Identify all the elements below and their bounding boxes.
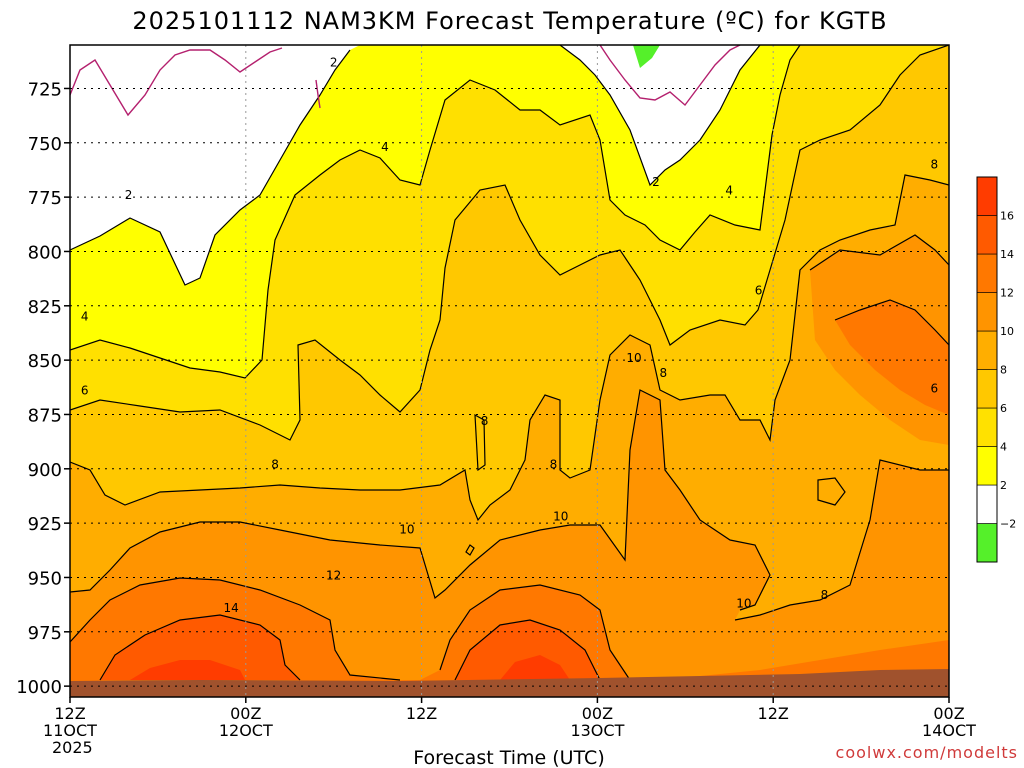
contour-labels: 2 4 2 2 4 8 6 6 4 6 10 8 8 8 8 10 10 12 14 10 8 bbox=[81, 55, 939, 615]
colorbar-label: 10 bbox=[1000, 325, 1014, 338]
contour-label: 4 bbox=[725, 184, 733, 198]
colorbar-swatch bbox=[976, 407, 998, 447]
band-14-16 bbox=[100, 615, 600, 680]
colorbar-label: 12 bbox=[1000, 287, 1014, 300]
contour-label: 10 bbox=[626, 351, 641, 365]
y-tick-label: 925 bbox=[28, 514, 62, 535]
x-tick-label: 12Z bbox=[54, 704, 85, 723]
contour-label: 6 bbox=[755, 284, 763, 298]
band-warm-core-inner bbox=[835, 300, 949, 415]
zero-contour bbox=[70, 45, 741, 117]
plot-area bbox=[70, 45, 949, 697]
y-axis: 725 750 775 800 825 850 875 900 925 950 975 1000 bbox=[16, 79, 70, 698]
x-tick-label: 00Z bbox=[933, 704, 964, 723]
colorbar: −2 2 4 6 8 10 12 14 16 bbox=[976, 176, 1016, 563]
colorbar-label: 2 bbox=[1000, 479, 1007, 492]
watermark: coolwx.com/modelts bbox=[836, 743, 1018, 762]
colorbar-swatch bbox=[976, 176, 998, 216]
contour-label: 2 bbox=[330, 55, 338, 69]
colorbar-label: 14 bbox=[1000, 248, 1014, 261]
y-tick-label: 775 bbox=[28, 188, 62, 209]
colorbar-label: 6 bbox=[1000, 402, 1007, 415]
contour-label: 6 bbox=[81, 384, 89, 398]
contour-label: 8 bbox=[821, 588, 829, 602]
x-tick-label: 12Z bbox=[758, 704, 789, 723]
contour-label: 4 bbox=[81, 310, 89, 324]
colorbar-label: 16 bbox=[1000, 210, 1014, 223]
chart-title: 2025101112 NAM3KM Forecast Temperature (… bbox=[132, 7, 887, 35]
colorbar-swatch bbox=[976, 484, 998, 524]
colorbar-swatch bbox=[976, 369, 998, 409]
y-tick-label: 975 bbox=[28, 623, 62, 644]
contour-label: 4 bbox=[381, 140, 389, 154]
y-tick-label: 950 bbox=[28, 568, 62, 589]
y-tick-label: 875 bbox=[28, 405, 62, 426]
contour-label: 6 bbox=[931, 381, 939, 395]
contour-label: 2 bbox=[652, 175, 660, 189]
x-tick-label: 00Z bbox=[582, 704, 613, 723]
contour-label: 12 bbox=[326, 568, 341, 582]
contour-label: 8 bbox=[660, 366, 668, 380]
colorbar-label: 8 bbox=[1000, 364, 1007, 377]
terrain bbox=[70, 669, 949, 697]
y-tick-label: 750 bbox=[28, 134, 62, 155]
contour-label: 2 bbox=[125, 188, 133, 202]
y-tick-label: 1000 bbox=[16, 677, 62, 698]
colorbar-label: −2 bbox=[1000, 518, 1016, 531]
x-tick-label: 00Z bbox=[230, 704, 261, 723]
contour-label: 8 bbox=[271, 457, 279, 471]
contour-label: 14 bbox=[224, 601, 239, 615]
x-tick-label: 12OCT bbox=[219, 721, 273, 740]
contour-label: 8 bbox=[481, 414, 489, 428]
x-tick-label: 13OCT bbox=[570, 721, 624, 740]
contour-label: 8 bbox=[550, 457, 558, 471]
y-tick-label: 850 bbox=[28, 351, 62, 372]
colorbar-swatch bbox=[976, 446, 998, 486]
contour-lines bbox=[70, 45, 949, 681]
band-16-plus bbox=[130, 655, 570, 680]
colorbar-swatch bbox=[976, 292, 998, 332]
x-tick-label: 2025 bbox=[52, 738, 93, 757]
y-tick-label: 825 bbox=[28, 297, 62, 318]
x-tick-label: 12Z bbox=[406, 704, 437, 723]
y-tick-label: 900 bbox=[28, 460, 62, 481]
contour-label: 10 bbox=[553, 510, 568, 524]
x-tick-label: 11OCT bbox=[43, 721, 97, 740]
contour-label: 10 bbox=[399, 523, 414, 537]
colorbar-swatch bbox=[976, 253, 998, 293]
colorbar-swatch bbox=[976, 523, 998, 563]
y-tick-label: 725 bbox=[28, 79, 62, 100]
contour-label: 10 bbox=[736, 597, 751, 611]
band-cold-patch bbox=[633, 45, 660, 68]
colorbar-swatch bbox=[976, 215, 998, 255]
plot-border bbox=[69, 44, 950, 698]
contour-label: 8 bbox=[931, 158, 939, 172]
y-tick-label: 800 bbox=[28, 242, 62, 263]
colorbar-swatch bbox=[976, 330, 998, 370]
colorbar-label: 4 bbox=[1000, 441, 1007, 454]
x-axis-label: Forecast Time (UTC) bbox=[413, 747, 604, 768]
colorbar-border bbox=[976, 176, 998, 563]
x-tick-label: 14OCT bbox=[922, 721, 976, 740]
